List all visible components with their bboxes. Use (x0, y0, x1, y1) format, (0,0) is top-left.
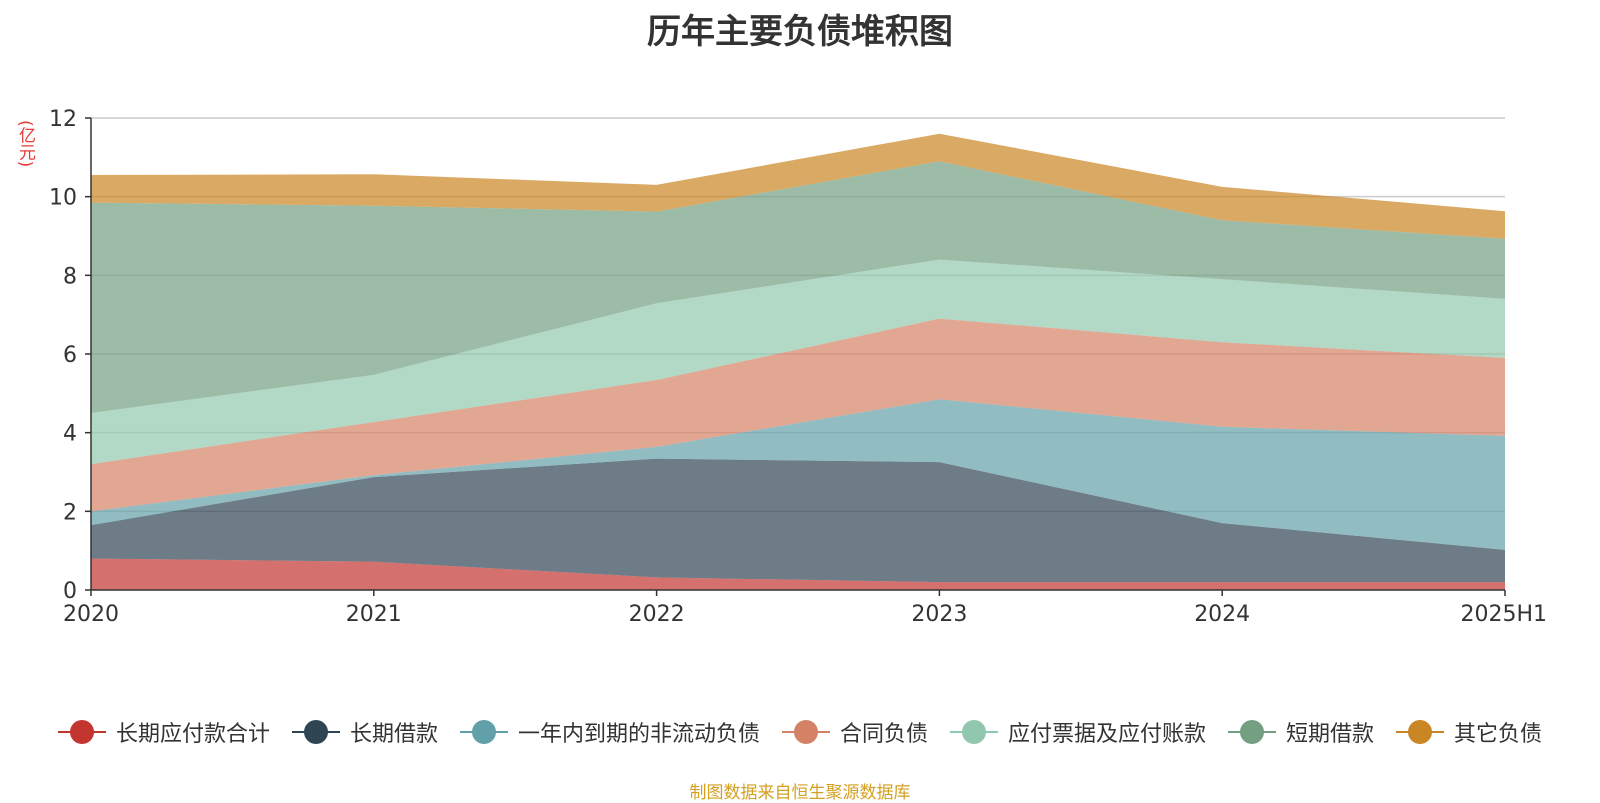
area-series-2 (91, 458, 1505, 583)
area-series-1 (91, 558, 1505, 590)
legend-item-1[interactable]: 长期应付款合计 (57, 716, 270, 748)
x-tick-label: 2022 (629, 602, 685, 627)
legend-label: 其它负债 (1454, 722, 1543, 747)
y-tick-label: 10 (49, 186, 77, 211)
legend-marker (1396, 720, 1445, 744)
area-series-7 (91, 133, 1505, 239)
legend-label: 短期借款 (1286, 722, 1375, 747)
legend-marker (459, 720, 508, 744)
legend-item-4[interactable]: 合同负债 (781, 716, 928, 748)
area-series-3 (91, 399, 1505, 550)
area-series-5 (91, 259, 1505, 465)
legend-item-6[interactable]: 短期借款 (1228, 716, 1374, 748)
y-tick-label: 4 (63, 422, 77, 447)
legend-label: 一年内到期的非流动负债 (517, 722, 760, 747)
legend-marker (1228, 720, 1277, 744)
legend-label: 合同负债 (839, 722, 928, 747)
legend-label: 应付票据及应付账款 (1008, 722, 1207, 747)
legend-item-5[interactable]: 应付票据及应付账款 (950, 716, 1206, 748)
area-series-6 (91, 161, 1505, 413)
area-series-4 (91, 318, 1505, 512)
chart-plot: 0 2 4 6 8 10 12 2020 2021 2022 2023 2024 2025H1 (49, 107, 1547, 627)
x-tick-label: 2025H1 (1460, 602, 1547, 627)
axes: 0 2 4 6 8 10 12 2020 2021 2022 2023 2024 2025H1 (49, 107, 1547, 627)
legend-marker (781, 720, 830, 744)
legend-marker (57, 720, 106, 744)
y-tick-label: 12 (49, 107, 77, 132)
x-tick-label: 2024 (1194, 602, 1250, 627)
legend-marker (950, 720, 998, 744)
legend: 长期应付款合计 长期借款 一年内到期的非流动负债 合同负债 应付票据及应付账款 短期借款 其… (0, 716, 1600, 748)
legend-item-7[interactable]: 其它负债 (1396, 716, 1542, 748)
area-series-layer (91, 133, 1505, 590)
y-tick-label: 8 (63, 264, 77, 289)
source-note: 制图数据来自恒生聚源数据库 (689, 783, 911, 803)
y-tick-label: 2 (63, 500, 77, 525)
legend-item-2[interactable]: 长期借款 (291, 716, 438, 748)
y-tick-label: 0 (63, 579, 77, 604)
legend-label: 长期借款 (349, 722, 438, 747)
y-tick-label: 6 (63, 343, 77, 368)
legend-label: 长期应付款合计 (115, 722, 270, 747)
chart-title: 历年主要负债堆积图 (647, 12, 953, 52)
legend-marker (291, 720, 340, 744)
y-axis-unit: (亿元) (15, 120, 35, 168)
x-tick-label: 2023 (911, 602, 967, 627)
legend-item-3[interactable]: 一年内到期的非流动负债 (459, 716, 760, 748)
x-tick-label: 2021 (346, 602, 402, 627)
x-tick-label: 2020 (63, 602, 119, 627)
